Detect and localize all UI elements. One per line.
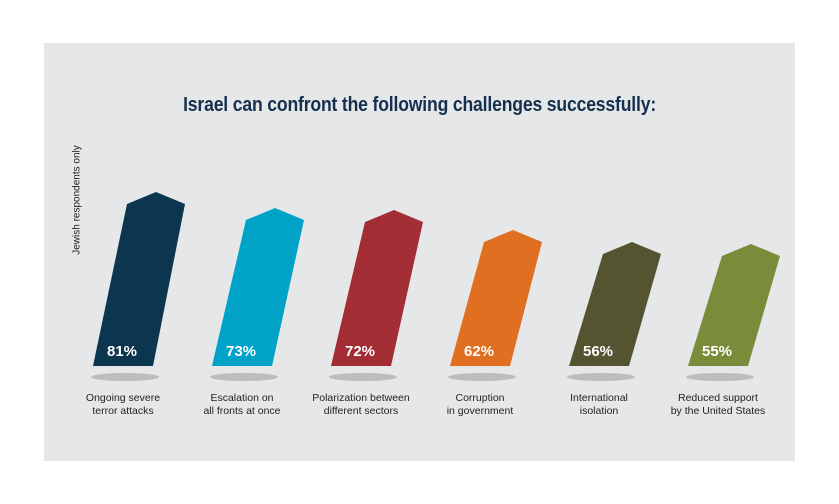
- data-label: 81%: [107, 343, 137, 360]
- data-label: 72%: [345, 343, 375, 360]
- category-label-line: Escalation on: [210, 392, 274, 404]
- data-label: 56%: [583, 343, 613, 360]
- bar-shadow: [91, 373, 159, 381]
- category-label-line: terror attacks: [92, 405, 154, 417]
- chart-title: Israel can confront the following challe…: [183, 94, 657, 116]
- data-label: 62%: [464, 343, 494, 360]
- bar: [93, 192, 185, 366]
- category-label: International isolation: [529, 392, 669, 418]
- bar: [569, 242, 661, 366]
- category-label-line: Reduced support: [678, 392, 758, 404]
- category-label-line: by the United States: [670, 405, 766, 417]
- bar: [331, 210, 423, 366]
- category-label: Polarization between different sectors: [291, 392, 431, 418]
- bar-shadow: [210, 373, 278, 381]
- category-label-line: Polarization between: [312, 392, 410, 404]
- category-label-line: different sectors: [323, 405, 399, 417]
- bar-shadow: [329, 373, 397, 381]
- category-label: Corruption in government: [410, 392, 550, 418]
- category-label-line: isolation: [579, 405, 619, 417]
- category-label-line: Ongoing severe: [85, 392, 161, 404]
- category-label-line: International: [570, 392, 628, 404]
- category-label: Escalation on all fronts at once: [172, 392, 312, 418]
- data-label: 55%: [702, 343, 732, 360]
- category-label-line: all fronts at once: [203, 405, 281, 417]
- bar-shadow: [567, 373, 635, 381]
- bar: [212, 208, 304, 366]
- bar-shadow: [448, 373, 516, 381]
- data-label: 73%: [226, 343, 256, 360]
- category-label-line: in government: [446, 405, 514, 417]
- category-label: Reduced support by the United States: [648, 392, 788, 418]
- category-label-line: Corruption: [455, 392, 505, 404]
- bar: [688, 244, 780, 366]
- bar-shadow: [686, 373, 754, 381]
- bar: [450, 230, 542, 366]
- category-label: Ongoing severe terror attacks: [53, 392, 193, 418]
